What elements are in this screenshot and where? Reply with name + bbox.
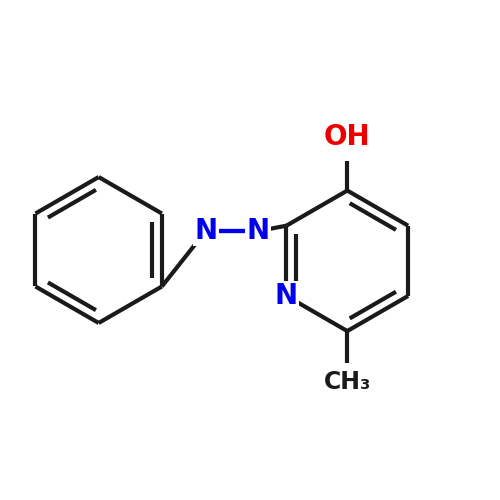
- Text: N: N: [246, 217, 270, 245]
- Text: OH: OH: [324, 123, 370, 151]
- Text: N: N: [275, 282, 298, 310]
- Text: CH₃: CH₃: [324, 370, 371, 394]
- Text: N: N: [194, 217, 217, 245]
